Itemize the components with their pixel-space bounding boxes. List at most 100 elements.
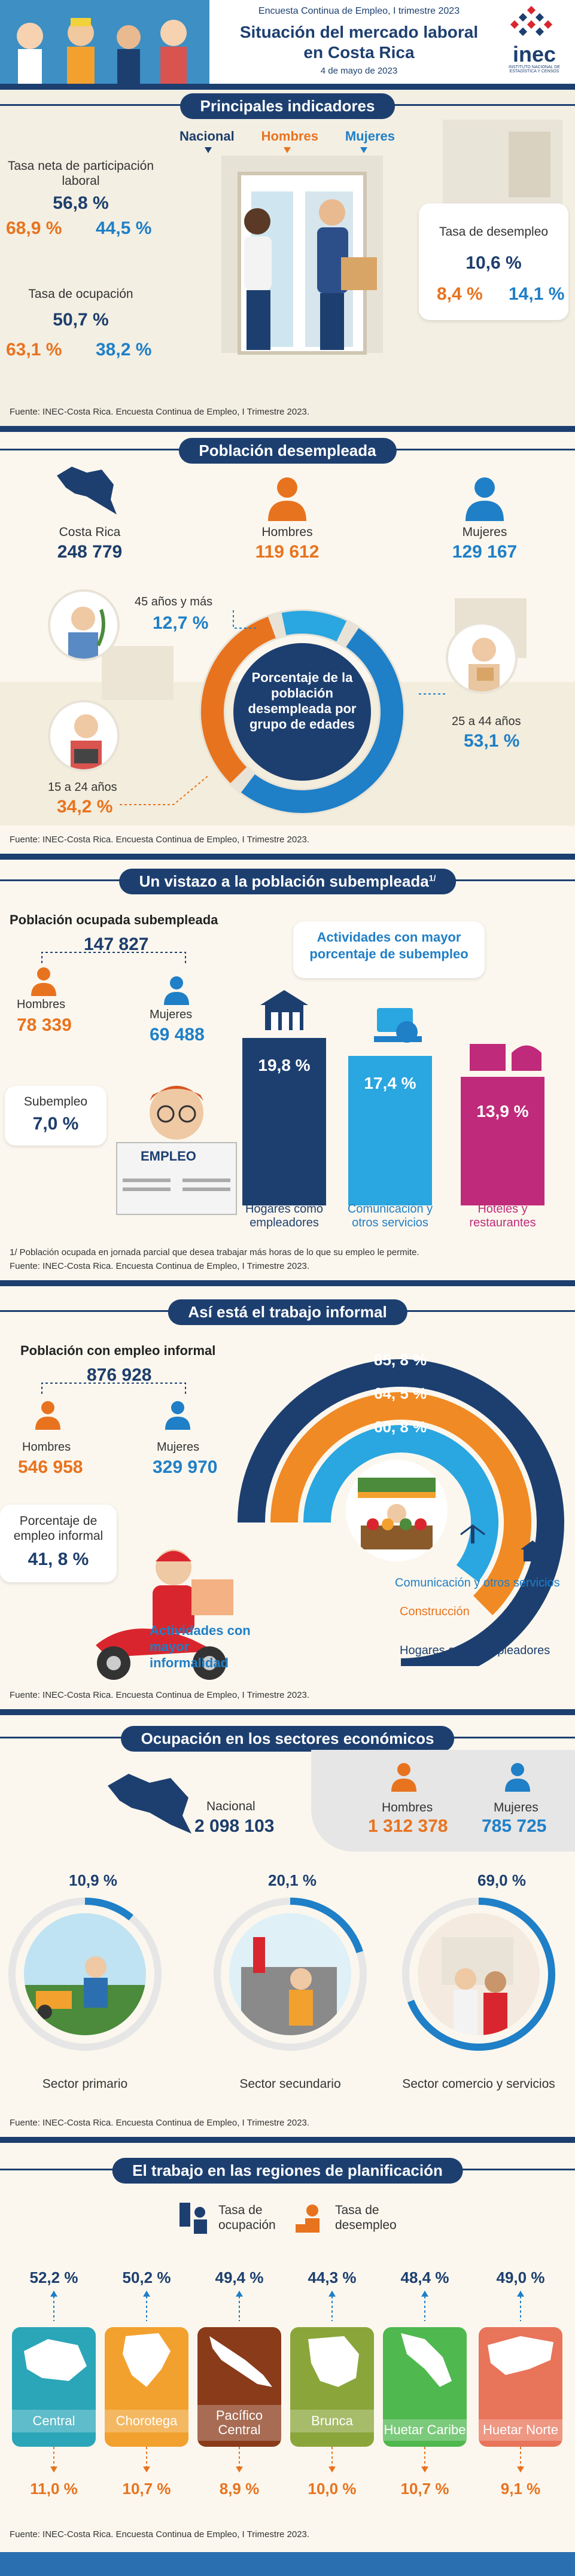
man-icon — [268, 477, 306, 521]
underemployed-activities-title: Actividades con mayor porcentaje de sube… — [309, 930, 468, 961]
region-pacifico-card: Pacífico Central — [197, 2327, 281, 2447]
sectors-map-icon — [108, 1774, 191, 1834]
participation-men: 68,9 % — [6, 218, 62, 238]
underemployed-footnote: 1/ Población ocupada en jornada parcial … — [10, 1247, 419, 1257]
factory-icon — [241, 1937, 337, 2035]
region-pacifico-occ: 49,4 % — [215, 2269, 264, 2286]
header-title-line1: Situación del mercado laboral — [239, 23, 479, 41]
services-icon — [442, 1937, 513, 2035]
sector-secondary-value: 20,1 % — [268, 1871, 317, 1889]
informal-legend-communication: Comunicación y otros servicios — [395, 1576, 560, 1590]
region-caribe-occ: 48,4 % — [400, 2269, 449, 2286]
underemployed-man-icon — [31, 967, 56, 996]
sector-primary-value: 10,9 % — [69, 1871, 117, 1889]
informal-arc-communication — [303, 1425, 498, 1582]
underemployed-bracket — [41, 952, 186, 963]
donut-leaders — [120, 610, 446, 805]
age15-arc — [201, 616, 276, 784]
bar-communication-value: 17,4 % — [364, 1074, 416, 1092]
region-brunca-card: Brunca — [290, 2327, 374, 2447]
unemployed-men-label: Hombres — [261, 525, 313, 539]
sector-primary-ring — [84, 1898, 133, 1921]
region-norte-unemp: 9,1 % — [500, 2480, 541, 2498]
region-caribe-card: Huetar Caribe — [383, 2327, 467, 2447]
woman-icon — [466, 477, 504, 521]
informal-men-label: Hombres — [22, 1441, 71, 1454]
occupation-label: Tasa de ocupación — [28, 287, 133, 301]
underemployed-title: Un vistazo a la población subempleada1/ — [118, 869, 457, 894]
header: Encuesta Continua de Empleo, I trimestre… — [0, 0, 575, 84]
bar-households: 19,8 % — [242, 1038, 326, 1205]
underemployed-women-value: 69 488 — [150, 1025, 205, 1045]
underemployed-divider — [0, 1280, 575, 1286]
header-divider — [0, 84, 575, 90]
sectors-national-value: 2 098 103 — [194, 1816, 275, 1836]
underemployed-title-text: Un vistazo a la población subempleada — [139, 872, 429, 890]
legend-men-arrow-icon — [284, 147, 291, 153]
scale-icon — [460, 1524, 485, 1543]
region-chorotega-card: Chorotega — [105, 2327, 188, 2447]
informal-woman-icon — [165, 1401, 190, 1430]
household-icon — [260, 990, 308, 1030]
sectors-source: Fuente: INEC-Costa Rica. Encuesta Contin… — [10, 2118, 310, 2128]
header-subtitle: Encuesta Continua de Empleo, I trimestre… — [258, 6, 460, 16]
unemployment-legend-icon — [296, 2204, 320, 2233]
unemployment-women: 14,1 % — [509, 284, 565, 304]
informal-arc-construction-value: 64, 5 % — [374, 1384, 427, 1402]
informal-arc-households — [238, 1359, 564, 1666]
occupation-national: 50,7 % — [53, 310, 109, 330]
unemployed-men-value: 119 612 — [255, 542, 320, 562]
age25-arc — [241, 628, 403, 813]
elderly-person-icon — [68, 607, 105, 659]
bar-households-value: 19,8 % — [258, 1056, 311, 1074]
region-connectors — [50, 2291, 524, 2473]
header-banner — [209, 0, 491, 84]
informal-rate-value: 41, 8 % — [28, 1549, 89, 1569]
regions-source: Fuente: INEC-Costa Rica. Encuesta Contin… — [10, 2529, 310, 2540]
sector-primary-label: Sector primario — [42, 2077, 128, 2091]
informal-bracket — [41, 1383, 186, 1394]
bar-households-label: Hogares como empleadores — [245, 1202, 324, 1229]
sector-secondary-ring — [290, 1898, 363, 1953]
young-adult-icon — [468, 638, 500, 692]
window-decoration — [443, 120, 562, 209]
indicators-divider — [0, 426, 575, 432]
sector-commerce-ring — [407, 1898, 555, 2051]
unemployed-title: Población desempleada — [178, 438, 397, 464]
unemployed-divider — [0, 854, 575, 860]
sectors-men-label: Hombres — [382, 1801, 433, 1814]
house-small-icon — [521, 1540, 544, 1561]
sector-commerce-circle — [418, 1913, 540, 2035]
market-stall-icon — [358, 1478, 436, 1549]
inec-logo: inec INSTITUTO NACIONAL DE ESTADÍSTICA Y… — [500, 5, 569, 77]
informal-legend-households: Hogares como empleadores — [400, 1644, 550, 1657]
informal-women-value: 329 970 — [153, 1457, 218, 1477]
sector-commerce-value: 69,0 % — [477, 1871, 526, 1889]
region-brunca-name: Brunca — [290, 2410, 374, 2432]
communication-icon — [374, 1008, 422, 1043]
age15-value: 34,2 % — [57, 797, 113, 817]
sectors-women-label: Mujeres — [494, 1801, 539, 1814]
participation-women: 44,5 % — [96, 218, 152, 238]
unemployment-label: Tasa de desempleo — [439, 225, 549, 239]
occupation-legend-label: Tasa de ocupación — [218, 2203, 276, 2232]
participation-label: Tasa neta de participación laboral — [8, 159, 154, 188]
underemployment-rate-card — [5, 1086, 107, 1146]
footer-bar — [0, 2552, 575, 2576]
underemployed-woman-icon — [164, 976, 189, 1005]
header-illustration — [0, 0, 227, 84]
informal-rate-label: Porcentaje de empleo informal — [13, 1514, 104, 1543]
office-illustration — [221, 156, 383, 355]
participation-card: Tasa neta de participación laboral 56,8 … — [6, 159, 156, 278]
region-pacifico-unemp: 8,9 % — [219, 2480, 260, 2498]
newspaper-reader-illustration — [116, 1086, 237, 1215]
sector-secondary-circle — [229, 1913, 351, 2035]
informal-source: Fuente: INEC-Costa Rica. Encuesta Contin… — [10, 1690, 310, 1700]
age-donut-chart — [199, 609, 405, 815]
inec-logo-text: inec — [512, 42, 556, 66]
underemployed-men-label: Hombres — [17, 998, 66, 1011]
bar-communication: 17,4 % — [348, 1056, 432, 1205]
age15-avatar — [48, 700, 120, 772]
region-chorotega-occ: 50,2 % — [122, 2269, 171, 2286]
central-map-icon — [24, 2339, 87, 2381]
